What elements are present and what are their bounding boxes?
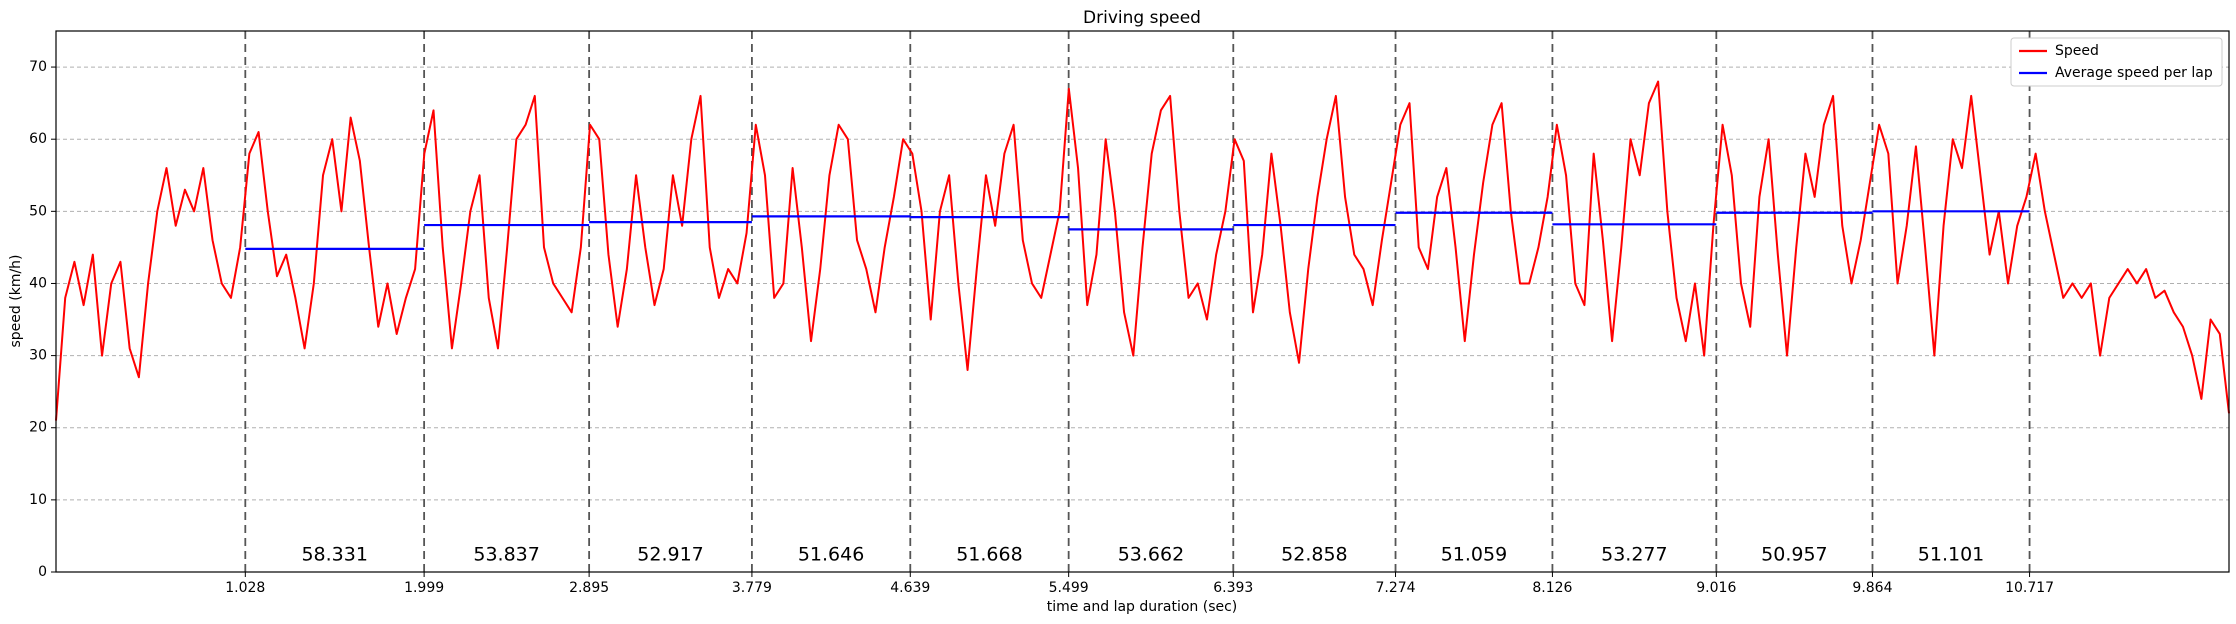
y-tick-label: 40 [29, 275, 47, 291]
x-tick-label: 3.779 [732, 580, 772, 596]
y-tick-label: 10 [29, 492, 47, 508]
lap-duration: 50.957 [1761, 544, 1827, 566]
lap-duration: 51.101 [1918, 544, 1984, 566]
y-tick-label: 70 [29, 59, 47, 75]
lap-duration: 51.668 [956, 544, 1022, 566]
x-tick-label: 7.274 [1375, 580, 1415, 596]
x-tick-label: 6.393 [1213, 580, 1253, 596]
x-tick-label: 10.717 [2005, 580, 2054, 596]
speed-line [55, 80, 2230, 421]
lap-duration: 53.662 [1118, 544, 1184, 566]
y-axis-label: speed (km/h) [8, 254, 24, 347]
lap-duration: 52.917 [637, 544, 703, 566]
x-tick-label: 9.864 [1852, 580, 1892, 596]
lap-duration: 51.646 [798, 544, 864, 566]
y-tick-label: 0 [38, 564, 47, 580]
lap-duration: 58.331 [301, 544, 367, 566]
y-tick-label: 60 [29, 131, 47, 147]
lap-duration: 52.858 [1281, 544, 1347, 566]
chart-title: Driving speed [1083, 8, 1201, 28]
x-tick-label: 4.639 [890, 580, 930, 596]
x-tick-label: 5.499 [1049, 580, 1089, 596]
lap-duration: 53.837 [473, 544, 539, 566]
x-tick-label: 1.999 [404, 580, 444, 596]
x-tick-label: 1.028 [225, 580, 265, 596]
lap-duration: 53.277 [1601, 544, 1667, 566]
legend-label: Speed [2055, 43, 2099, 59]
plot-frame [55, 30, 2230, 573]
legend-box [2010, 37, 2223, 87]
y-tick-label: 30 [29, 348, 47, 364]
legend-label: Average speed per lap [2055, 65, 2213, 81]
x-tick-label: 8.126 [1532, 580, 1572, 596]
lap-duration: 51.059 [1441, 544, 1507, 566]
x-tick-label: 9.016 [1696, 580, 1736, 596]
y-tick-label: 50 [29, 203, 47, 219]
y-tick-label: 20 [29, 420, 47, 436]
x-axis-label: time and lap duration (sec) [1047, 599, 1238, 615]
x-tick-label: 2.895 [569, 580, 609, 596]
